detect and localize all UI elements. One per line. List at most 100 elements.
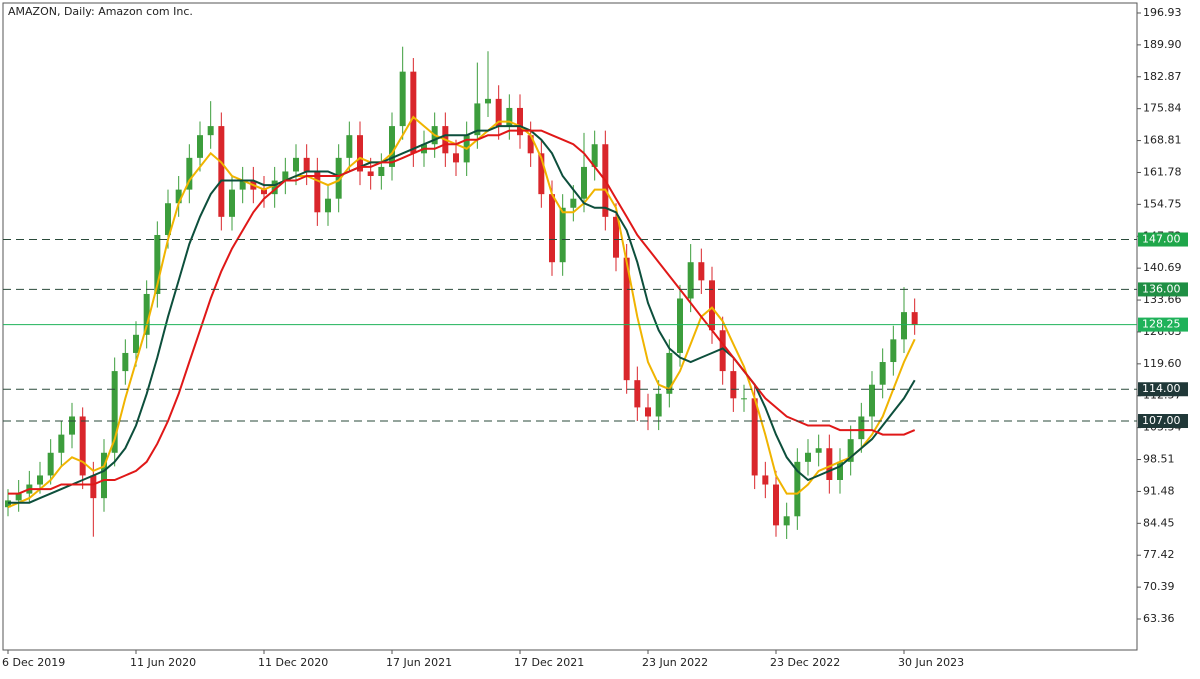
candle-body (858, 416, 865, 440)
y-tick-label: 154.75 (1143, 197, 1182, 210)
candle-body (453, 153, 459, 163)
candle-body (207, 126, 214, 136)
x-tick-label: 23 Jun 2022 (642, 656, 708, 669)
candle-body (719, 330, 726, 372)
candle-body (901, 312, 907, 340)
candle-body (197, 135, 203, 158)
candle-body (623, 257, 630, 381)
y-tick-label: 70.39 (1143, 580, 1175, 593)
y-tick-label: 63.36 (1143, 612, 1175, 625)
candle-body (143, 293, 150, 335)
candle-body (303, 157, 310, 172)
x-tick-label: 30 Jun 2023 (898, 656, 964, 669)
candle-body (741, 398, 747, 400)
candle-body (698, 262, 705, 281)
level-label: 114.00 (1142, 382, 1181, 395)
candle-body (218, 126, 225, 217)
y-tick-label: 77.42 (1143, 548, 1175, 561)
y-tick-label: 161.78 (1143, 165, 1182, 178)
candle-body (90, 475, 97, 499)
candle-body (485, 98, 491, 104)
x-tick-label: 11 Jun 2020 (130, 656, 196, 669)
candle-body (293, 157, 299, 172)
candle-body (730, 371, 737, 399)
candle-body (538, 153, 545, 195)
level-box (1138, 232, 1188, 247)
candle-body (37, 475, 43, 485)
candle-body (847, 439, 854, 462)
candle-body (133, 334, 139, 353)
candle-body (357, 135, 363, 172)
y-tick-label: 175.84 (1143, 102, 1182, 115)
level-box (1138, 282, 1188, 297)
candle-body (591, 144, 598, 167)
y-tick-label: 119.60 (1143, 357, 1182, 370)
level-box (1138, 382, 1188, 397)
candle-body (677, 298, 683, 353)
moving-average (7, 115, 916, 509)
x-tick-label: 17 Jun 2021 (386, 656, 452, 669)
candle-body (474, 103, 481, 136)
candle-body (815, 448, 822, 453)
moving-average (8, 129, 916, 495)
candle-body (709, 280, 715, 331)
candle-body (5, 500, 11, 508)
candle-body (805, 452, 811, 462)
candle-body (58, 434, 65, 453)
y-tick-label: 189.90 (1143, 38, 1182, 51)
candle-body (549, 194, 555, 263)
candle-body (655, 393, 662, 417)
candle-body (367, 171, 374, 177)
plot-frame (2, 2, 1138, 651)
candle-body (271, 180, 278, 195)
candle-body (613, 216, 619, 258)
candle-body (410, 71, 417, 154)
candle-body (79, 416, 86, 476)
candle-body (69, 416, 75, 435)
candle-body (751, 398, 758, 476)
candle-body (890, 339, 897, 363)
candle-body (399, 71, 406, 127)
candle-body (794, 461, 801, 517)
candle-body (495, 98, 502, 127)
candle-body (559, 207, 566, 263)
candle-body (783, 516, 790, 526)
candle-body (186, 157, 193, 190)
candle-body (314, 171, 321, 213)
y-tick-label: 98.51 (1143, 453, 1175, 466)
candle-body (165, 203, 171, 235)
y-tick-label: 91.48 (1143, 484, 1175, 497)
candle-body (261, 189, 267, 195)
candle-body (911, 312, 918, 325)
candle-body (325, 198, 331, 213)
candle-body (634, 380, 641, 408)
y-tick-label: 140.69 (1143, 261, 1182, 274)
candle-body (15, 493, 22, 501)
candle-body (378, 166, 385, 177)
x-tick-label: 17 Dec 2021 (514, 656, 584, 669)
candle-body (666, 352, 673, 394)
overlay-layer: 147.00 136.00 114.00 107.00 128.25 (3, 232, 1188, 429)
current-price-label: 128.25 (1142, 318, 1181, 331)
candle-body (879, 362, 886, 385)
candle-body (837, 461, 843, 480)
x-tick-label: 6 Dec 2019 (2, 656, 65, 669)
y-tick-label: 196.93 (1143, 6, 1182, 19)
plot-layer (5, 46, 918, 539)
candle-body (346, 135, 353, 158)
y-tick-label: 182.87 (1143, 70, 1182, 83)
candle-body (687, 262, 694, 299)
y-tick-label: 168.81 (1143, 134, 1182, 147)
candle-body (101, 452, 107, 499)
x-tick-label: 11 Dec 2020 (258, 656, 328, 669)
level-label: 147.00 (1142, 233, 1181, 246)
candle-body (517, 107, 523, 136)
candle-body (581, 166, 587, 199)
candle-body (762, 475, 769, 485)
candle-body (175, 189, 182, 204)
candle-body (122, 352, 129, 372)
level-box (1138, 414, 1188, 429)
candle-body (506, 107, 513, 127)
chart-title: AMAZON, Daily: Amazon com Inc. (8, 5, 193, 18)
